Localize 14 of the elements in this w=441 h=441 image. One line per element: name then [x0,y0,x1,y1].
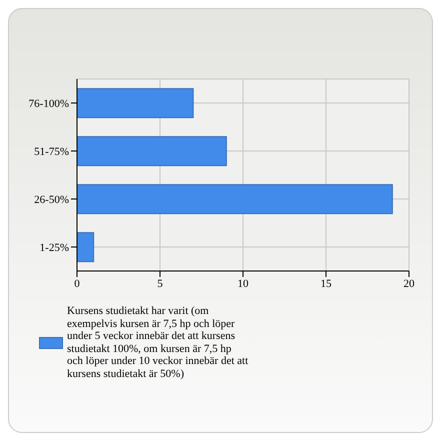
y-tick-label: 51-75% [34,146,69,158]
x-tick-label: 20 [404,278,415,290]
x-tick-label: 15 [320,278,332,290]
y-tick-label: 76-100% [28,98,69,110]
bar [77,136,227,166]
y-tick-label: 26-50% [34,194,69,206]
bar [77,88,194,118]
bar [77,232,94,262]
x-tick-label: 10 [238,278,249,290]
y-tick-label: 1-25% [40,242,69,254]
x-tick-label: 5 [157,278,164,290]
legend-label: Kursens studietakt har varit (om exempelvis kursen är 7,5 hp och löper under 5 veckor innebär det att kursens studietakt 100%, om kursen är 7,5 hp och löper under 10 veckor innebär det att kursens studietakt är 50%) [67,305,249,381]
bar [77,184,393,214]
x-tick-label: 0 [74,278,80,290]
